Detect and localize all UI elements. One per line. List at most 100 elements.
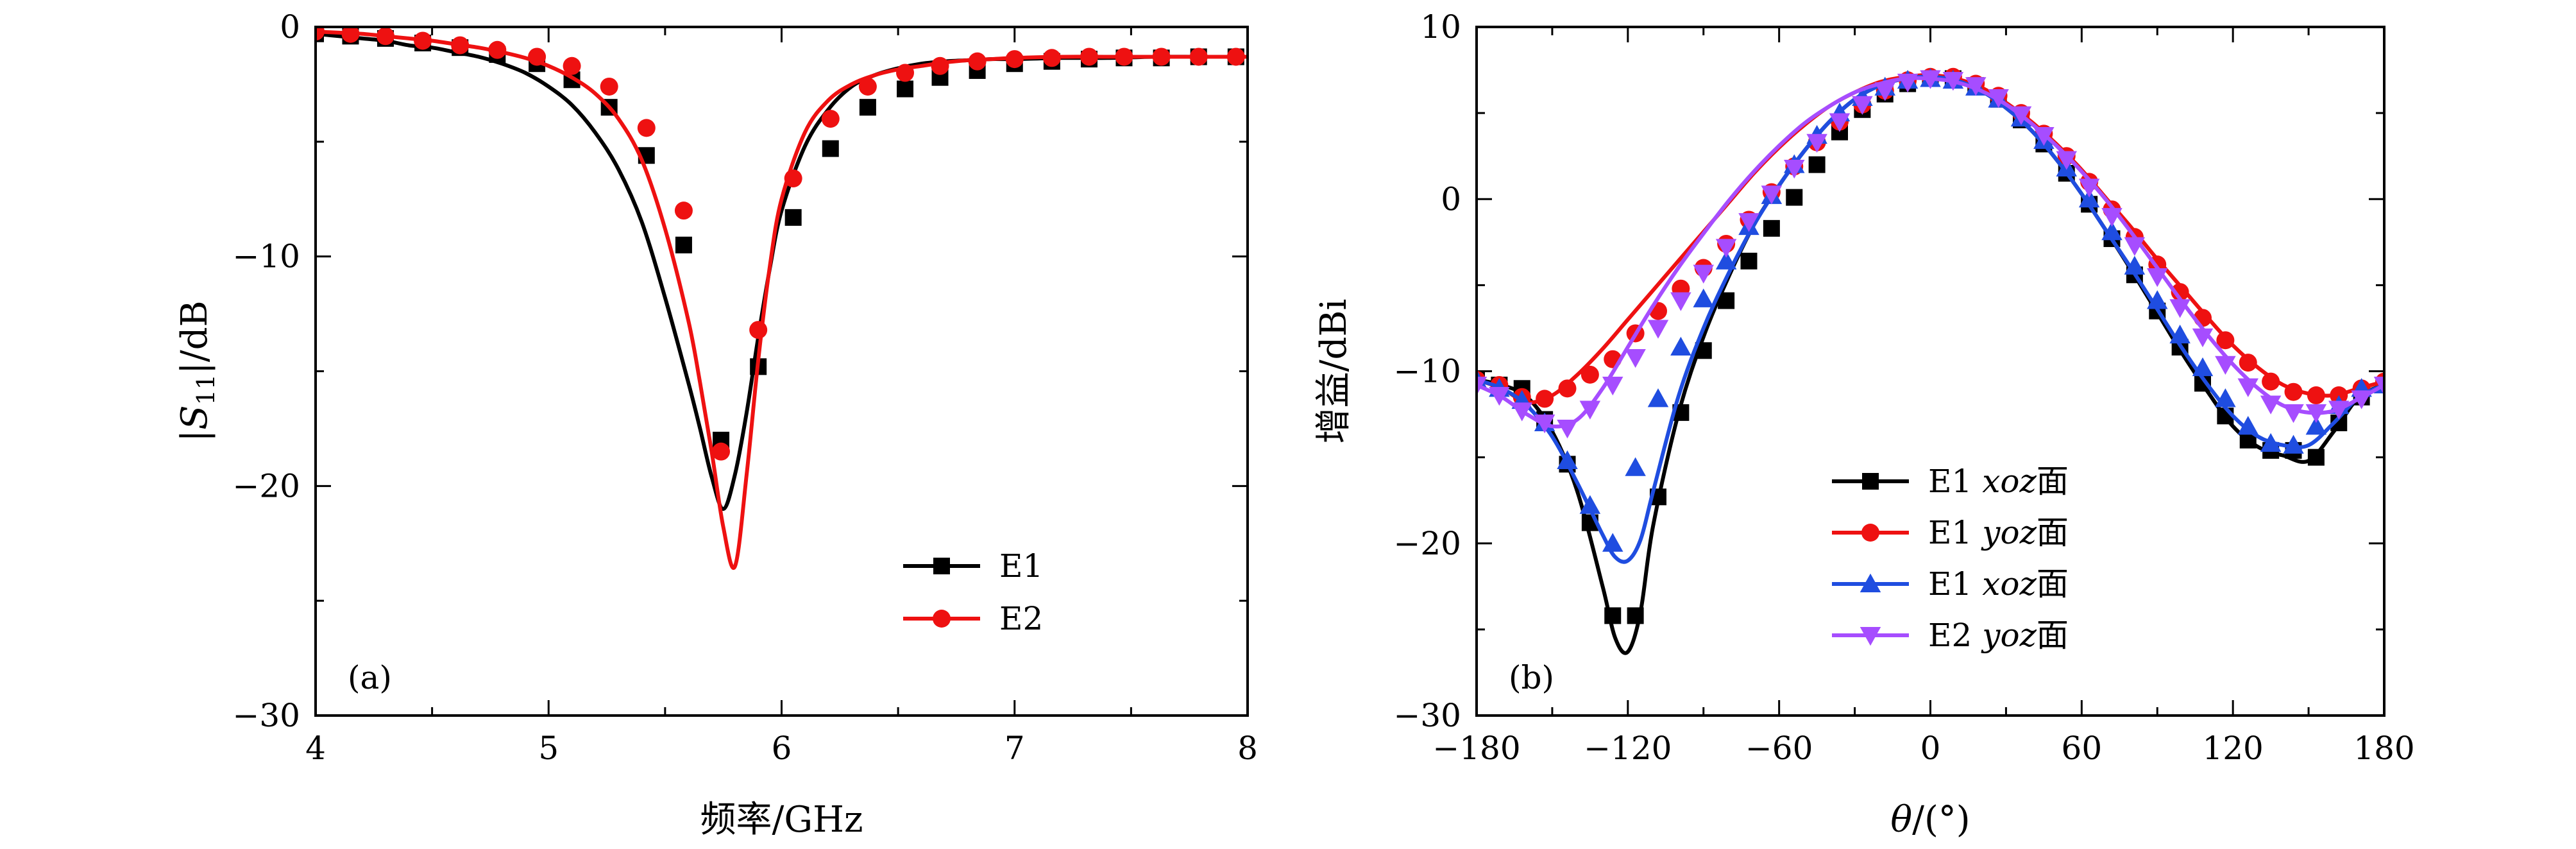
series-line bbox=[316, 31, 1248, 511]
data-point bbox=[2216, 331, 2235, 350]
data-point bbox=[1786, 189, 1803, 206]
data-point bbox=[1579, 495, 1601, 514]
legend-label-suffix: 面 bbox=[2037, 565, 2069, 603]
data-point bbox=[2237, 416, 2258, 435]
data-point bbox=[1489, 387, 1510, 406]
legend-label-italic: yoz bbox=[1981, 617, 2037, 654]
panel-label: (b) bbox=[1509, 659, 1554, 696]
data-point bbox=[1189, 47, 1208, 66]
data-point bbox=[1852, 96, 1873, 115]
data-point bbox=[376, 27, 394, 46]
data-point bbox=[2260, 433, 2282, 452]
axis-ticks bbox=[314, 26, 1249, 717]
data-point bbox=[859, 99, 876, 116]
data-point bbox=[2169, 299, 2190, 318]
legend-item: E1 bbox=[903, 547, 1043, 585]
series-line bbox=[316, 30, 1248, 570]
legend-label: E2 yoz面 bbox=[1928, 617, 2069, 654]
data-point bbox=[1874, 82, 1895, 101]
x-tick-label: 6 bbox=[772, 730, 792, 767]
x-axis-label-b: θ/(°) bbox=[1890, 799, 1970, 841]
y-axis-label-a-main: |S bbox=[174, 405, 216, 442]
legend-marker bbox=[933, 610, 951, 628]
data-point bbox=[1557, 450, 1578, 469]
y-tick-label: 0 bbox=[280, 8, 300, 46]
data-point bbox=[784, 169, 802, 188]
legend-item: E2 bbox=[903, 600, 1043, 637]
y-axis-label-a: |S11|/dB bbox=[174, 300, 220, 442]
data-point bbox=[1557, 420, 1578, 439]
legend-label-part: E1 bbox=[1928, 463, 1982, 500]
data-point bbox=[1965, 77, 1987, 96]
data-point bbox=[1604, 607, 1622, 624]
legend-marker bbox=[933, 558, 950, 574]
data-point bbox=[896, 64, 915, 82]
legend-label: E1 xoz面 bbox=[1928, 565, 2069, 603]
data-point bbox=[2328, 400, 2350, 420]
data-point bbox=[2284, 382, 2303, 401]
y-axis-label-a-tail: |/dB bbox=[174, 300, 216, 374]
series-line bbox=[1477, 76, 2384, 429]
legend-item: E1 xoz面 bbox=[1832, 463, 2069, 500]
data-point bbox=[2262, 372, 2280, 391]
data-point bbox=[1670, 336, 1691, 356]
data-point bbox=[1647, 388, 1669, 407]
data-point bbox=[897, 80, 914, 98]
data-point bbox=[1715, 250, 1737, 270]
data-point bbox=[1897, 73, 1919, 93]
data-point bbox=[1808, 156, 1826, 173]
legend-label: E2 bbox=[999, 600, 1043, 637]
data-point bbox=[1693, 264, 1714, 284]
x-tick-label: −60 bbox=[1745, 730, 1813, 767]
data-point bbox=[1580, 365, 1599, 384]
x-tick-label: 7 bbox=[1004, 730, 1025, 767]
data-point bbox=[931, 56, 949, 75]
data-point bbox=[2169, 324, 2190, 344]
data-point bbox=[1152, 47, 1171, 66]
data-point bbox=[1942, 72, 1964, 91]
plot-area bbox=[1477, 67, 2384, 655]
y-tick-label: −20 bbox=[232, 467, 300, 504]
legend-label: E1 bbox=[999, 547, 1043, 585]
data-point bbox=[341, 27, 360, 43]
legend-label-suffix: 面 bbox=[2037, 617, 2069, 654]
data-point bbox=[1740, 252, 1758, 270]
legend-label: E1 yoz面 bbox=[1928, 514, 2069, 551]
data-point bbox=[749, 321, 768, 339]
legend-label-part: E1 bbox=[1928, 565, 1982, 603]
data-point bbox=[2056, 151, 2077, 170]
x-axis-label-b-tail: /(°) bbox=[1912, 799, 1970, 841]
data-point bbox=[821, 110, 840, 128]
data-point bbox=[2171, 283, 2189, 302]
data-point bbox=[637, 119, 656, 137]
legend-label-italic: xoz bbox=[1982, 463, 2037, 500]
legend-label-suffix: 面 bbox=[2037, 514, 2069, 551]
x-tick-label: 0 bbox=[1920, 730, 1941, 767]
data-point bbox=[1602, 376, 1623, 396]
y-axis-label-a-sub: 11 bbox=[192, 374, 220, 405]
data-point bbox=[2239, 354, 2257, 372]
data-point bbox=[1718, 292, 1735, 309]
data-point bbox=[1920, 70, 1941, 89]
data-point bbox=[822, 140, 839, 157]
data-point bbox=[968, 52, 987, 71]
plot-frame bbox=[314, 26, 1249, 717]
legend-marker bbox=[1862, 473, 1879, 490]
legend-item: E2 yoz面 bbox=[1832, 617, 2069, 654]
data-point bbox=[784, 209, 802, 226]
data-point bbox=[1806, 133, 1827, 153]
data-point bbox=[2305, 404, 2327, 424]
data-point bbox=[451, 36, 470, 55]
data-point bbox=[2215, 388, 2236, 407]
x-axis-label-a: 频率/GHz bbox=[700, 799, 863, 841]
x-axis-label-b-var: θ bbox=[1890, 799, 1912, 841]
x-tick-label: 5 bbox=[538, 730, 559, 767]
legend-marker bbox=[1860, 627, 1881, 646]
data-point bbox=[1558, 379, 1577, 398]
chart-panel-b: −180 −120 −60 0 60 120 180 10 0 −10 −20 −30 (b) E1 xo… bbox=[1393, 8, 2414, 767]
data-point bbox=[2373, 376, 2384, 396]
data-point bbox=[1988, 89, 2009, 108]
